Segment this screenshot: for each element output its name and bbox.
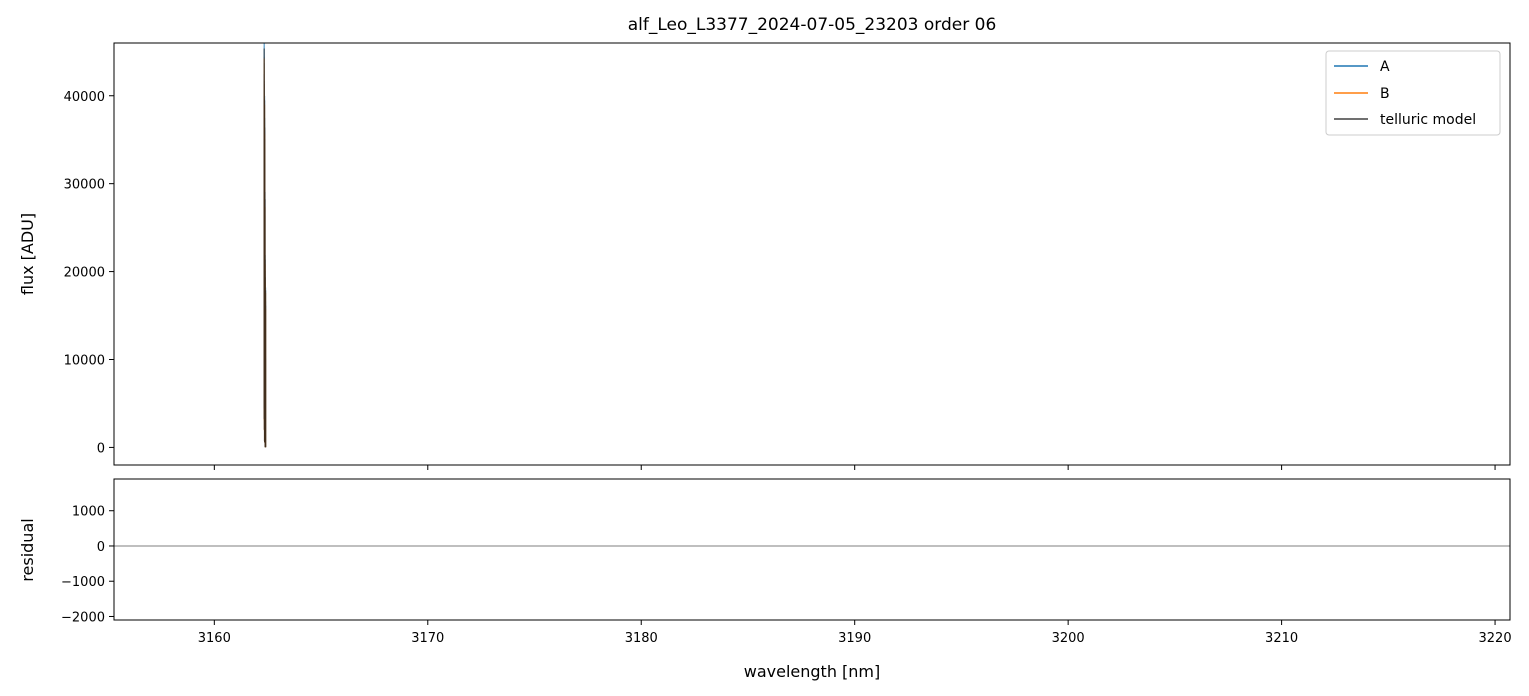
spectrum-y-tick-label: 10000: [64, 354, 105, 369]
x-tick-label: 3190: [838, 631, 871, 646]
residual-y-tick-label: −1000: [61, 575, 105, 590]
chart-title: alf_Leo_L3377_2024-07-05_23203 order 06: [628, 15, 997, 35]
residual-y-tick-label: 0: [97, 540, 105, 555]
spectrum-y-tick-label: 0: [97, 441, 105, 456]
legend: A B telluric model: [1325, 50, 1501, 136]
x-tick-label: 3220: [1479, 631, 1512, 646]
x-tick-label: 3170: [411, 631, 444, 646]
spectrum-y-tick-label: 30000: [64, 178, 105, 193]
legend-box: [1325, 50, 1501, 136]
x-tick-label: 3200: [1052, 631, 1085, 646]
spectrum-plot: 0 10000 20000 30000 40000 flux [ADU] A B tel…: [18, 42, 1511, 470]
spectrum-plot-frame: [113, 42, 1511, 466]
legend-label-b: B: [1380, 86, 1390, 102]
x-tick-label: 3160: [198, 631, 231, 646]
x-axis-label: wavelength [nm]: [744, 662, 881, 681]
spectrum-y-axis-label: flux [ADU]: [18, 213, 37, 295]
residual-y-tick-label: 1000: [72, 505, 105, 520]
spectrum-y-tick-label: 40000: [64, 90, 105, 105]
legend-label-a: A: [1380, 59, 1390, 75]
spectrum-y-tick-label: 20000: [64, 266, 105, 281]
legend-label-telluric-model: telluric model: [1380, 112, 1476, 128]
residual-plot-frame: [113, 478, 1511, 621]
residual-y-tick-label: −2000: [61, 610, 105, 625]
residual-plot: 1000 0 −1000 −2000 3160 3170 3180 3190 3200 3210 3…: [18, 478, 1512, 681]
x-tick-label: 3180: [625, 631, 658, 646]
x-tick-label: 3210: [1265, 631, 1298, 646]
residual-y-axis-label: residual: [18, 518, 37, 581]
telluric-model-line: [263, 48, 267, 448]
